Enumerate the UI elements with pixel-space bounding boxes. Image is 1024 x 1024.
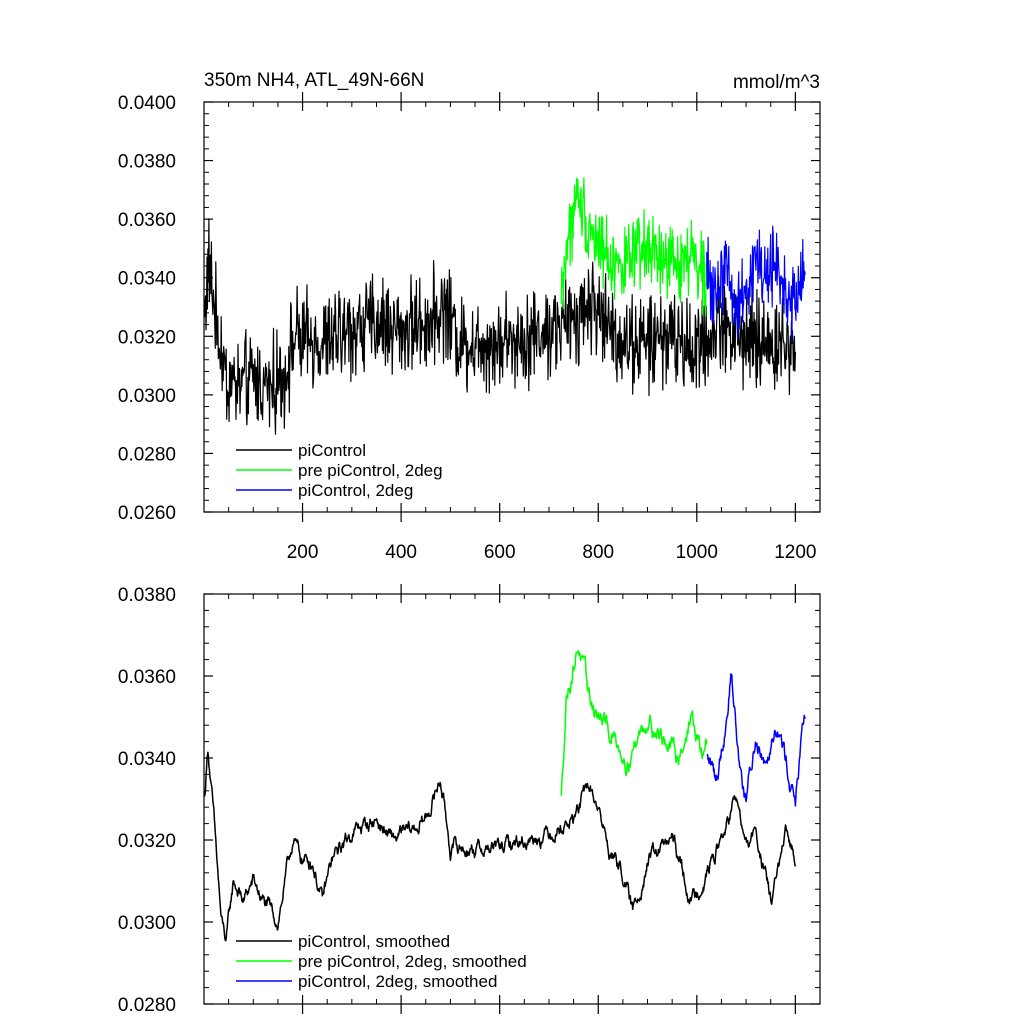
y-tick-label: 0.0340 [118, 749, 176, 770]
series-line-2 [560, 177, 708, 317]
y-tick-label: 0.0340 [118, 269, 176, 290]
legend-label: pre piControl, 2deg [298, 461, 443, 480]
y-tick-label: 0.0300 [118, 386, 176, 407]
series-line-3 [706, 673, 806, 807]
y-tick-label: 0.0260 [118, 503, 176, 524]
series-line-1 [203, 751, 797, 942]
y-tick-label: 0.0400 [118, 93, 176, 114]
y-tick-label: 0.0320 [118, 327, 176, 348]
series-line-1 [203, 218, 796, 435]
chart-title: 350m NH4, ATL_49N-66N [204, 70, 424, 91]
bottom-panel: 0.0280 0.0300 0.0320 0.0340 0.0360 0.0380 piC… [118, 584, 821, 1016]
series-line-2 [560, 650, 708, 796]
legend-label: pre piControl, 2deg, smoothed [298, 952, 527, 971]
bottom-y-axis: 0.0280 0.0300 0.0320 0.0340 0.0360 0.0380 [118, 585, 820, 1016]
y-tick-label: 0.0300 [118, 913, 176, 934]
top-y-axis: 0.0260 0.0280 0.0300 0.0320 0.0340 0.0360 0.03… [118, 93, 820, 524]
y-tick-label: 0.0280 [118, 995, 176, 1016]
y-tick-label: 0.0380 [118, 152, 176, 173]
bottom-plot-frame [203, 593, 821, 1005]
top-plot-area [203, 177, 806, 435]
x-tick-label: 1200 [774, 542, 816, 563]
legend-label: piControl, 2deg, smoothed [298, 972, 497, 991]
units-label: mmol/m^3 [733, 72, 820, 93]
y-tick-label: 0.0380 [118, 585, 176, 606]
y-tick-label: 0.0280 [118, 444, 176, 465]
series-line-3 [706, 225, 806, 342]
x-tick-label: 800 [582, 542, 614, 563]
x-tick-label: 1000 [676, 542, 718, 563]
x-tick-label: 400 [385, 542, 417, 563]
legend-label: piControl, 2deg [298, 481, 413, 500]
top-panel: 350m NH4, ATL_49N-66N mmol/m^3 0.02600.0… [118, 70, 821, 563]
x-tick-label: 600 [484, 542, 516, 563]
bottom-x-axis [228, 584, 796, 1014]
top-plot-frame [203, 101, 821, 513]
top-x-axis: 200 400 600 800 1000 1200 [228, 92, 817, 563]
legend-label: piControl [298, 441, 366, 460]
y-tick-label: 0.0360 [118, 667, 176, 688]
bottom-plot-area [203, 650, 806, 942]
y-tick-label: 0.0360 [118, 210, 176, 231]
x-tick-label: 200 [287, 542, 319, 563]
y-tick-label: 0.0320 [118, 831, 176, 852]
legend-label: piControl, smoothed [298, 932, 450, 951]
